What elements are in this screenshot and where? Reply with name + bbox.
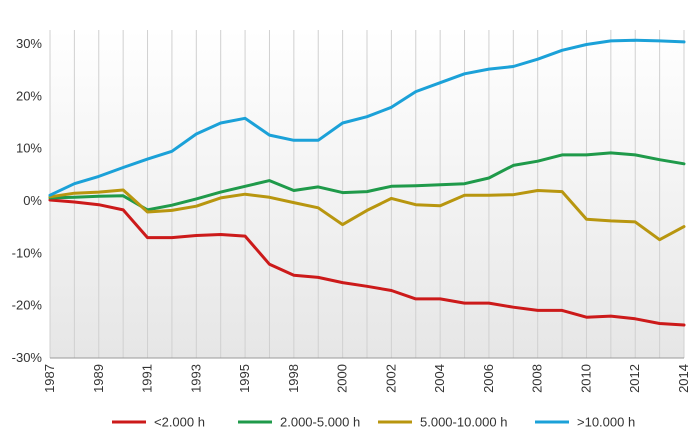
legend-label-1: 2.000-5.000 h	[280, 415, 360, 430]
x-tick-label: 2006	[481, 364, 496, 393]
legend: <2.000 h 2.000-5.000 h 5.000-10.000 h >10.0…	[112, 415, 635, 430]
legend-label-3: >10.000 h	[577, 415, 635, 430]
y-tick-label: -10%	[12, 245, 43, 260]
x-tick-label: 1987	[42, 364, 57, 393]
y-tick-label: -20%	[12, 298, 43, 313]
x-tick-label: 2004	[432, 364, 447, 393]
series-line-3	[48, 38, 686, 197]
y-tick-label: 20%	[16, 88, 42, 103]
series-lines	[48, 38, 686, 327]
x-tick-label: 2000	[335, 364, 350, 393]
y-axis: -30% -20% -10% 0% 10% 20% 30%	[12, 36, 43, 365]
x-tick-label: 1998	[286, 364, 301, 393]
x-tick-label: 1989	[91, 364, 106, 393]
x-tick-label: 1995	[237, 364, 252, 393]
series-line-1	[48, 151, 686, 212]
legend-label-2: 5.000-10.000 h	[420, 415, 507, 430]
x-tick-label: 1993	[188, 364, 203, 393]
series-line-0	[48, 198, 686, 327]
y-tick-label: 0%	[23, 193, 42, 208]
y-tick-label: -30%	[12, 350, 43, 365]
x-axis: 1987 1989 1991 1993 1995 1998 2000 2002 2004 2006…	[42, 357, 691, 393]
x-tick-label: 2014	[676, 364, 691, 393]
series-line-2	[48, 188, 686, 242]
x-tick-label: 1991	[140, 364, 155, 393]
x-tick-label: 2012	[627, 364, 642, 393]
vertical-gridlines	[49, 30, 685, 358]
legend-label-0: <2.000 h	[154, 415, 205, 430]
y-tick-label: 30%	[16, 36, 42, 51]
x-tick-label: 2008	[530, 364, 545, 393]
y-tick-label: 10%	[16, 141, 42, 156]
x-tick-label: 2002	[383, 364, 398, 393]
x-tick-label: 2010	[578, 364, 593, 393]
